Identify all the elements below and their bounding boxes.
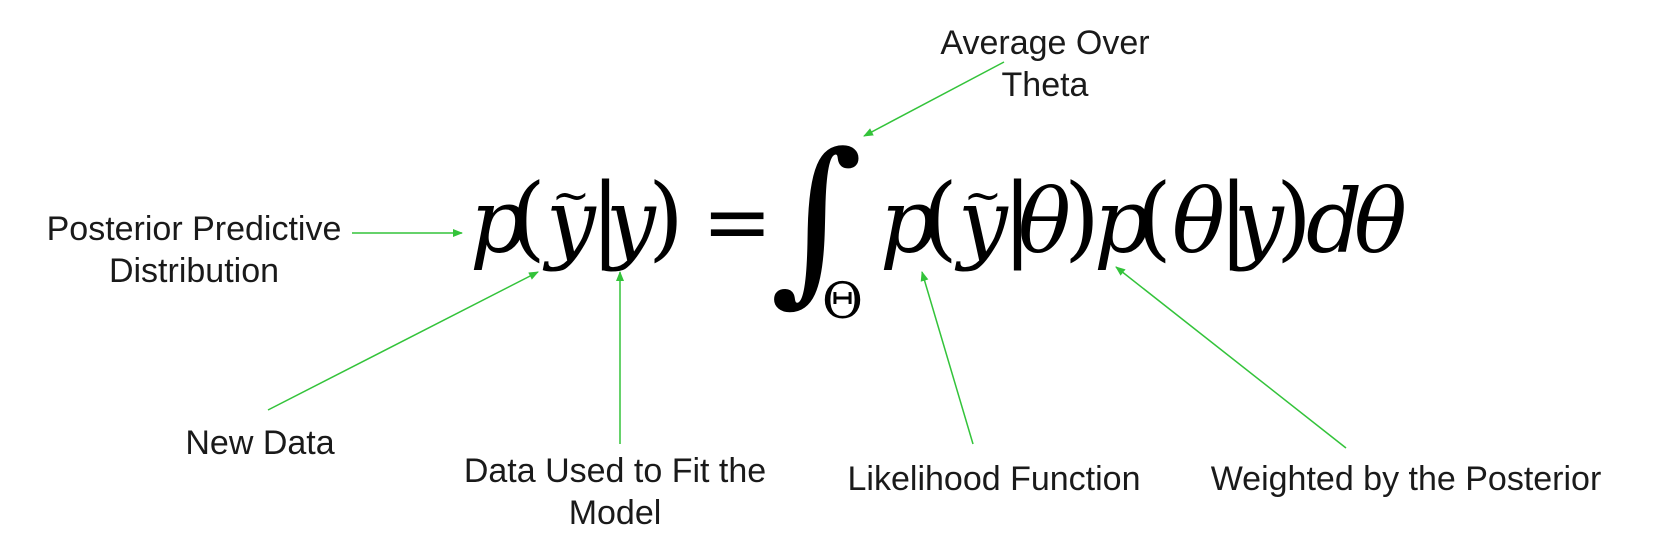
- rhs-open-paren-2: (: [1136, 164, 1172, 271]
- arrow-average-over: [863, 61, 1005, 137]
- arrow-new-data: [267, 271, 539, 411]
- rhs-open-paren-1: (: [922, 164, 958, 271]
- label-line: New Data: [185, 424, 335, 462]
- integral-sign: ∫: [770, 115, 863, 322]
- lhs-given-bar: |: [590, 164, 621, 271]
- lhs-close-paren: ): [648, 164, 684, 271]
- rhs-theta-2: θ: [1172, 170, 1225, 273]
- label-likelihood: Likelihood Function: [834, 458, 1154, 500]
- rhs-theta-3: θ: [1354, 170, 1407, 273]
- label-new-data: New Data: [150, 422, 370, 464]
- rhs-given-bar-1: |: [1002, 164, 1033, 271]
- arrow-likelihood: [920, 271, 974, 445]
- rhs-d: d: [1306, 170, 1363, 273]
- label-posterior-predictive: Posterior Predictive Distribution: [34, 208, 354, 292]
- lhs-p: p: [470, 170, 527, 273]
- label-average-over: Average Over Theta: [920, 22, 1170, 106]
- arrow-weighted: [1115, 266, 1347, 449]
- label-line: Distribution: [108, 252, 280, 290]
- rhs-close-paren-1: ): [1064, 164, 1100, 271]
- lhs-y-tilde: ~ y: [546, 172, 596, 266]
- label-data-used: Data Used to Fit the Model: [455, 450, 775, 534]
- lhs-y: y: [606, 170, 656, 273]
- y-tilde-base: y: [546, 170, 596, 273]
- label-weighted: Weighted by the Posterior: [1196, 458, 1616, 500]
- label-line: Model: [568, 494, 662, 532]
- rhs-theta-1: θ: [1018, 170, 1071, 273]
- equals-sign: =: [702, 173, 773, 271]
- label-line: Likelihood Function: [847, 460, 1141, 498]
- lhs-open-paren: (: [510, 164, 546, 271]
- label-line: Data Used to Fit the: [463, 452, 767, 490]
- y-tilde-base: y: [958, 170, 1008, 273]
- rhs-p1: p: [880, 170, 937, 273]
- label-line: Average Over: [940, 24, 1150, 62]
- rhs-given-bar-2: |: [1218, 164, 1249, 271]
- tilde-accent: ~: [551, 168, 591, 222]
- rhs-y: y: [1234, 170, 1284, 273]
- rhs-close-paren-2: ): [1276, 164, 1312, 271]
- rhs-y-tilde: ~ y: [958, 172, 1008, 266]
- integral-domain-theta: Θ: [822, 272, 863, 330]
- rhs-p2: p: [1094, 170, 1151, 273]
- label-line: Weighted by the Posterior: [1210, 460, 1602, 498]
- tilde-accent: ~: [963, 168, 1003, 222]
- label-line: Theta: [1001, 66, 1089, 104]
- label-line: Posterior Predictive: [46, 210, 342, 248]
